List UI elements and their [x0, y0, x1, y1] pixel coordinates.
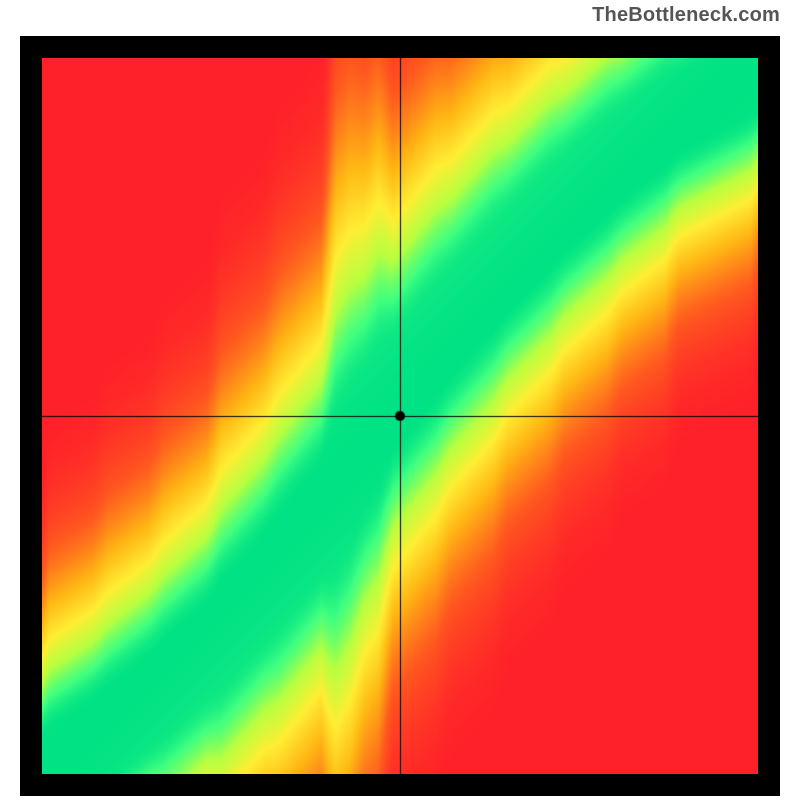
heatmap-canvas — [42, 58, 758, 774]
plot-frame — [20, 36, 780, 796]
attribution-text: TheBottleneck.com — [592, 4, 780, 27]
chart-container: { "attribution": "TheBottleneck.com", "c… — [0, 0, 800, 800]
